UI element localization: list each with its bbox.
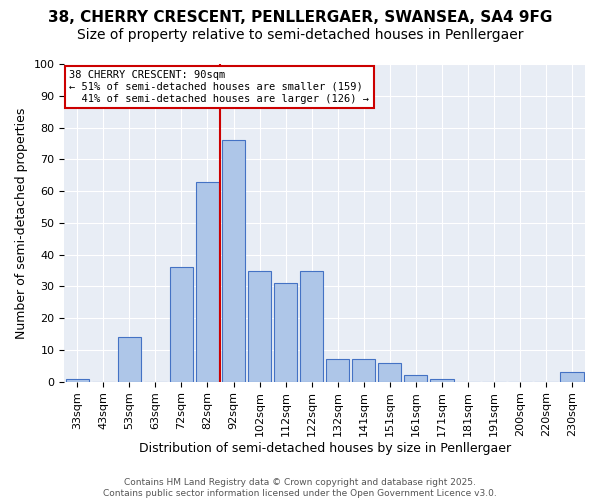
Bar (326, 360, 349, 382)
Text: Contains HM Land Registry data © Crown copyright and database right 2025.
Contai: Contains HM Land Registry data © Crown c… (103, 478, 497, 498)
Bar (274, 283, 298, 382)
Y-axis label: Number of semi-detached properties: Number of semi-detached properties (15, 107, 28, 338)
Bar (404, 376, 427, 382)
Bar (170, 268, 193, 382)
Bar (65, 378, 89, 382)
Bar (300, 270, 323, 382)
Bar (560, 372, 584, 382)
Text: 38, CHERRY CRESCENT, PENLLERGAER, SWANSEA, SA4 9FG: 38, CHERRY CRESCENT, PENLLERGAER, SWANSE… (48, 10, 552, 25)
Bar (378, 362, 401, 382)
Bar (248, 270, 271, 382)
Bar (118, 337, 141, 382)
Bar (352, 360, 376, 382)
Text: 38 CHERRY CRESCENT: 90sqm
← 51% of semi-detached houses are smaller (159)
  41% : 38 CHERRY CRESCENT: 90sqm ← 51% of semi-… (70, 70, 370, 104)
X-axis label: Distribution of semi-detached houses by size in Penllergaer: Distribution of semi-detached houses by … (139, 442, 511, 455)
Text: Size of property relative to semi-detached houses in Penllergaer: Size of property relative to semi-detach… (77, 28, 523, 42)
Bar (222, 140, 245, 382)
Bar (196, 182, 219, 382)
Bar (430, 378, 454, 382)
